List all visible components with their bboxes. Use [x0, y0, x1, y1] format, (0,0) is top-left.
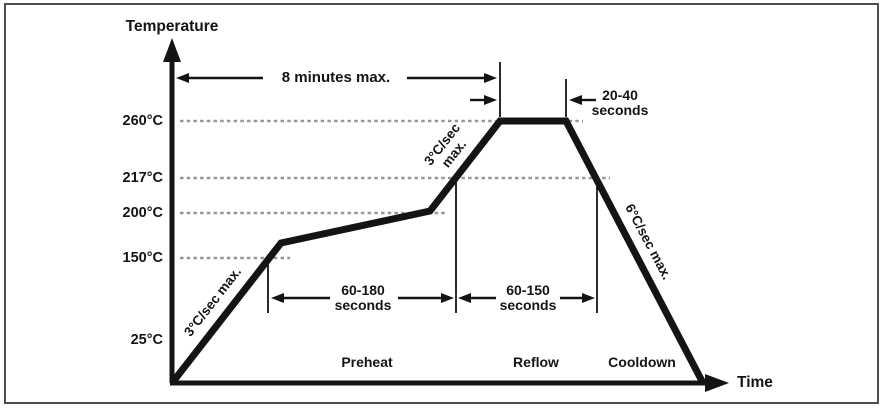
arrowhead-right-icon: [582, 293, 595, 303]
phase-label-cooldown: Cooldown: [608, 354, 676, 370]
peak-duration-line1: 20-40: [602, 87, 638, 103]
total-time-dimension: [176, 73, 497, 83]
y-axis-arrowhead-icon: [163, 38, 181, 62]
arrowhead-left-icon: [458, 293, 471, 303]
axes: [163, 38, 729, 392]
figure-border: [4, 3, 879, 404]
soak-duration-line2: seconds: [334, 297, 392, 313]
reflow-duration-line2: seconds: [499, 297, 557, 313]
soak-duration-dimension: [271, 293, 454, 303]
y-tick-150c: 150°C: [122, 250, 163, 266]
reflow-duration-dimension: [458, 293, 595, 303]
arrowhead-left-icon: [569, 95, 582, 105]
x-axis-arrowhead-icon: [705, 374, 729, 392]
peak-duration-dimension: [470, 95, 596, 105]
y-tick-217c: 217°C: [122, 170, 163, 186]
arrowhead-right-icon: [484, 73, 497, 83]
y-tick-200c: 200°C: [122, 205, 163, 221]
arrowhead-right-icon: [484, 95, 497, 105]
soak-duration-label: 60-180 seconds: [313, 283, 413, 313]
reflow-duration-label: 60-150 seconds: [478, 283, 578, 313]
arrowhead-left-icon: [176, 73, 189, 83]
y-tick-25c: 25°C: [130, 332, 163, 348]
phase-label-reflow: Reflow: [513, 354, 559, 370]
temperature-gridlines: [180, 119, 610, 260]
peak-duration-line2: seconds: [591, 102, 649, 118]
soak-duration-line1: 60-180: [341, 282, 385, 298]
temperature-profile-curve: [169, 117, 707, 386]
arrowhead-left-icon: [271, 293, 284, 303]
x-axis-title: Time: [737, 374, 773, 391]
y-axis-title: Temperature: [125, 18, 219, 35]
reflow-duration-line1: 60-150: [506, 282, 550, 298]
y-tick-260c: 260°C: [122, 113, 163, 129]
peak-duration-label: 20-40 seconds: [576, 88, 664, 118]
total-time-label: 8 minutes max.: [281, 69, 391, 86]
phase-label-preheat: Preheat: [341, 354, 393, 370]
reference-lines: [267, 62, 598, 313]
arrowhead-right-icon: [441, 293, 454, 303]
